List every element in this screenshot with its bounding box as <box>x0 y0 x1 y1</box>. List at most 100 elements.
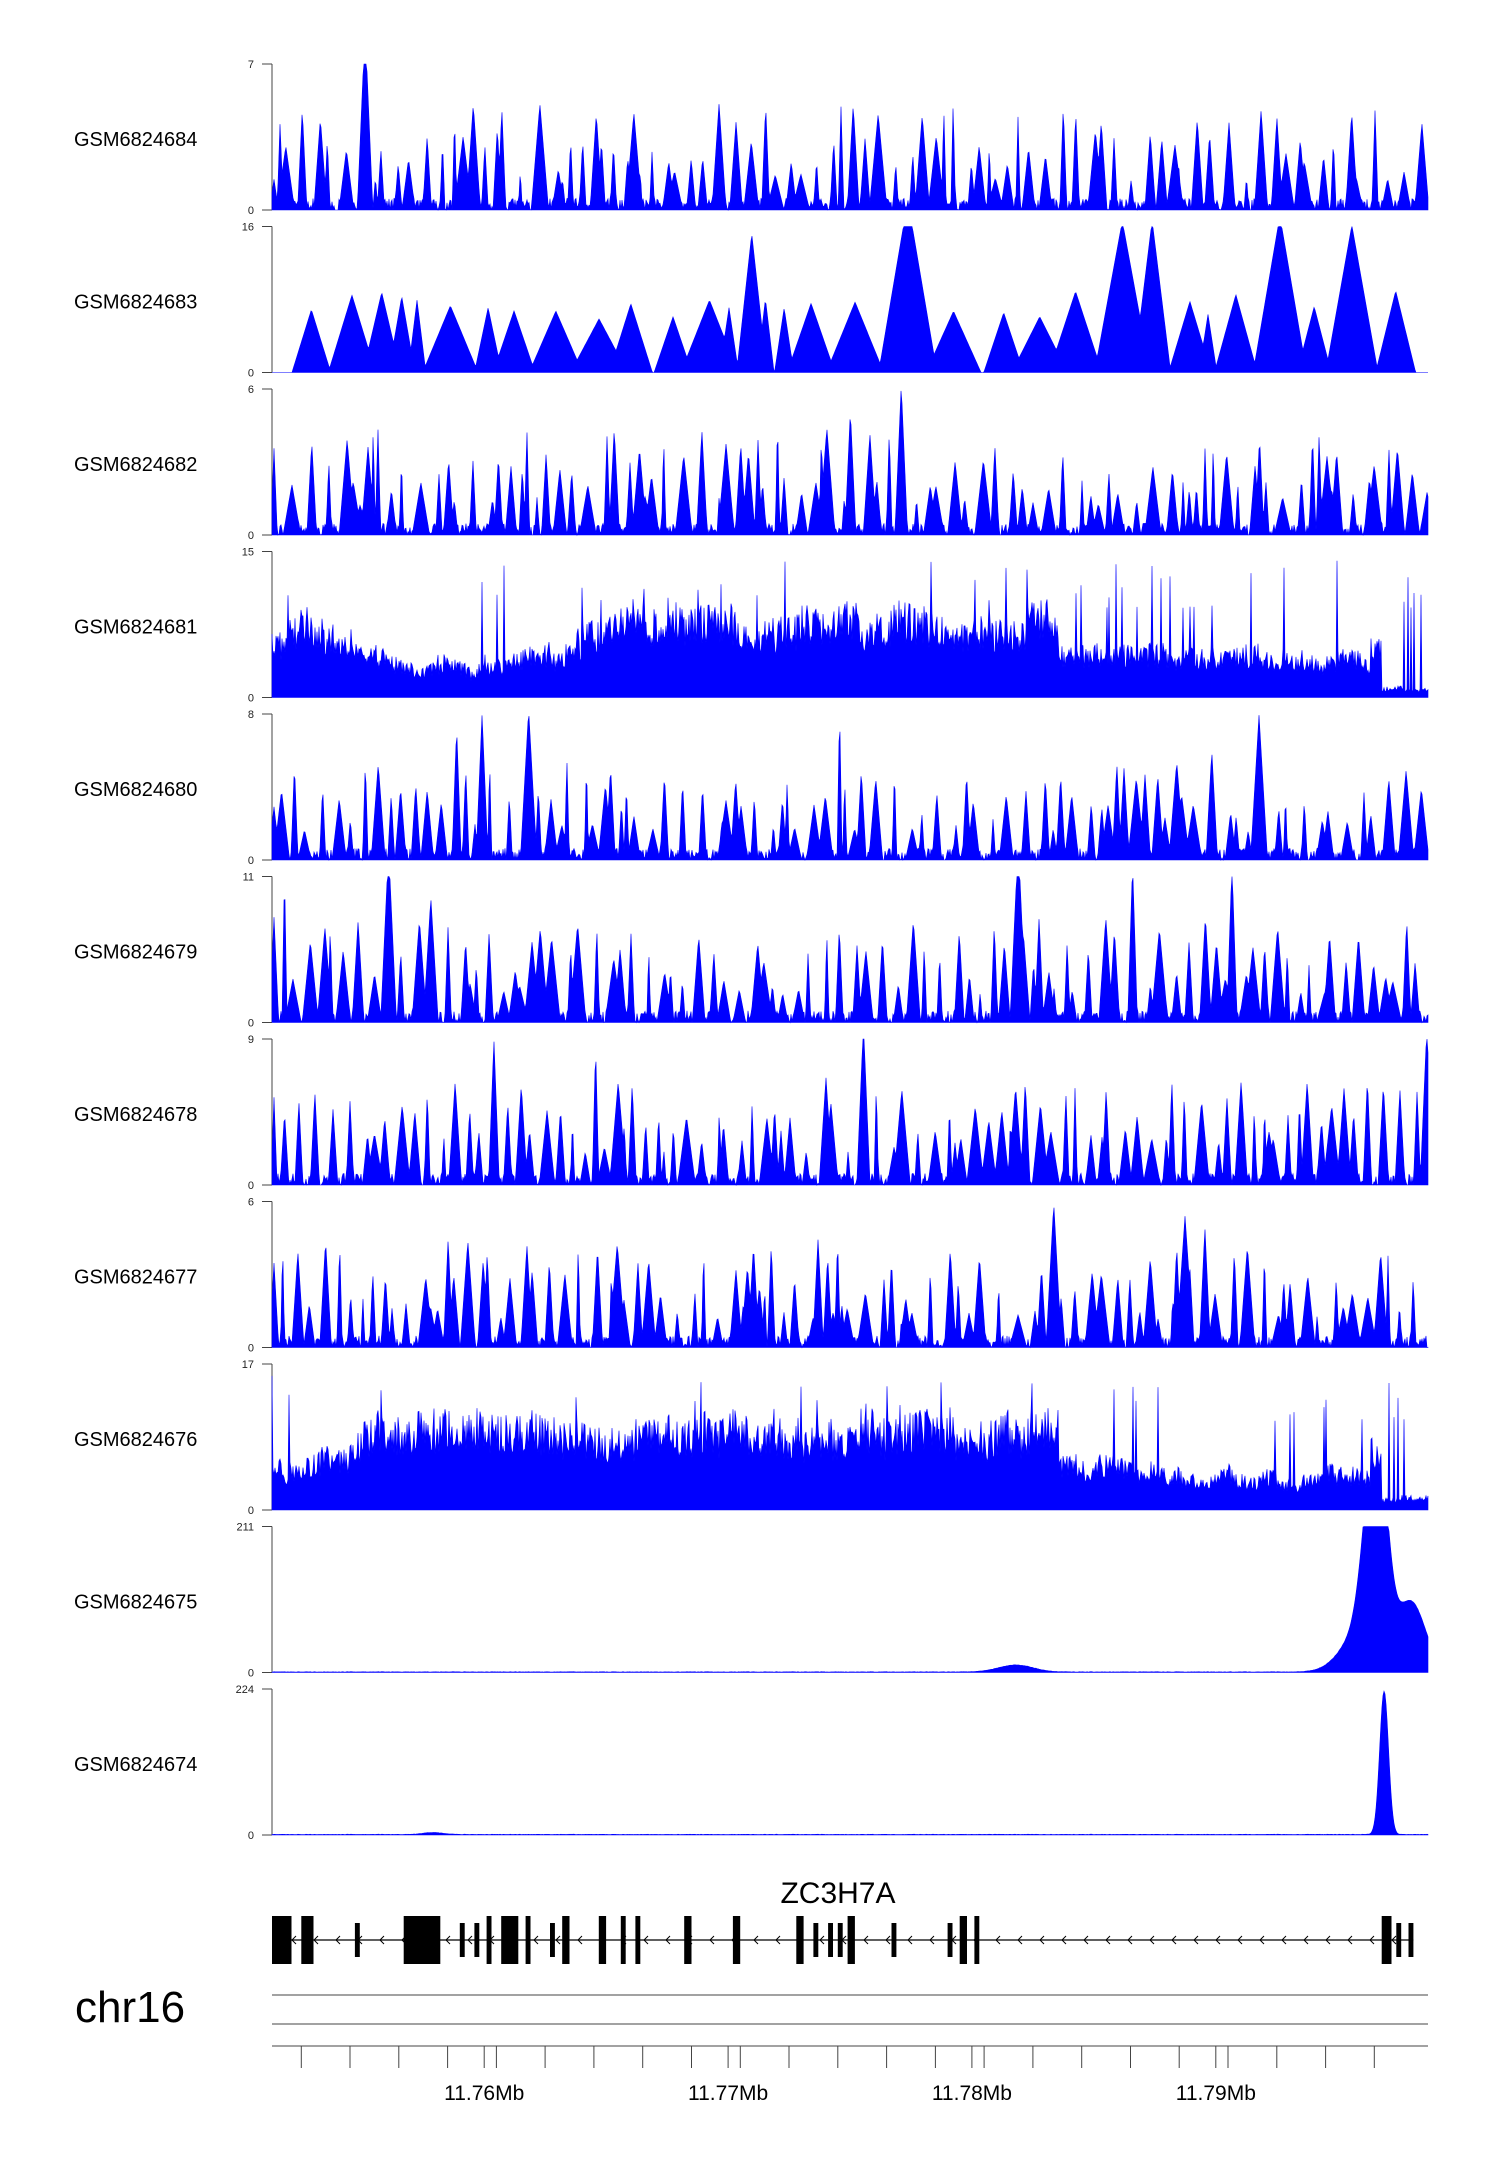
track-label: GSM6824684 <box>74 129 197 151</box>
track-GSM6824677: GSM6824677 6 0 <box>74 1197 1429 1355</box>
strand-arrow <box>753 1935 759 1945</box>
exon <box>847 1916 855 1964</box>
y-max-label: 17 <box>242 1359 254 1371</box>
exon <box>837 1923 843 1957</box>
gene-name-label: ZC3H7A <box>780 1877 895 1910</box>
strand-arrow <box>335 1935 341 1945</box>
strand-arrow <box>1369 1935 1375 1945</box>
y-max-label: 16 <box>242 222 254 234</box>
strand-arrow <box>1017 1935 1023 1945</box>
strand-arrow <box>929 1935 935 1945</box>
strand-arrow <box>467 1935 473 1945</box>
exon <box>1396 1923 1402 1957</box>
track-label: GSM6824675 <box>74 1592 197 1614</box>
strand-arrow <box>643 1935 649 1945</box>
track-label: GSM6824681 <box>74 617 197 639</box>
track-GSM6824678: GSM6824678 9 0 <box>74 1034 1429 1192</box>
x-axis-ticks: 11.76Mb 11.77Mb 11.78Mb 11.79Mb <box>300 2046 1375 2105</box>
exon <box>1408 1923 1414 1957</box>
exon <box>813 1923 819 1957</box>
strand-arrow <box>291 1935 297 1945</box>
exon <box>684 1916 692 1964</box>
y-min-label: 0 <box>248 1180 254 1192</box>
strand-arrow <box>665 1935 671 1945</box>
strand-arrow <box>1061 1935 1067 1945</box>
x-tick-label: 11.76Mb <box>444 2082 524 2105</box>
exon <box>501 1916 519 1964</box>
exon <box>732 1916 741 1964</box>
y-min-label: 0 <box>248 368 254 380</box>
exon <box>550 1923 555 1957</box>
exon <box>562 1916 570 1964</box>
exon <box>620 1916 626 1964</box>
chromosome-label: chr16 <box>75 1983 185 2032</box>
exon <box>1381 1916 1392 1964</box>
track-label: GSM6824679 <box>74 942 197 964</box>
coverage-signal <box>271 560 1429 698</box>
exon <box>474 1923 480 1957</box>
track-label: GSM6824674 <box>74 1754 197 1776</box>
track-label: GSM6824676 <box>74 1429 197 1451</box>
coverage-signal <box>271 1038 1429 1187</box>
y-max-label: 224 <box>236 1684 254 1696</box>
track-label: GSM6824680 <box>74 779 197 801</box>
strand-arrow <box>863 1935 869 1945</box>
strand-arrow <box>1083 1935 1089 1945</box>
gene-track: ZC3H7A <box>272 1877 1414 1964</box>
y-max-label: 6 <box>248 384 254 396</box>
x-tick-label: 11.78Mb <box>932 2082 1012 2105</box>
y-max-label: 15 <box>242 547 254 559</box>
y-min-label: 0 <box>248 530 254 542</box>
exon <box>301 1916 314 1964</box>
track-label: GSM6824678 <box>74 1104 197 1126</box>
x-tick-label: 11.77Mb <box>688 2082 768 2105</box>
strand-arrow <box>1325 1935 1331 1945</box>
strand-arrow <box>819 1935 825 1945</box>
strand-arrow <box>1303 1935 1309 1945</box>
coverage-signal <box>271 1690 1429 1836</box>
exon-blocks <box>272 1916 1414 1964</box>
track-GSM6824674: GSM6824674 224 0 <box>74 1684 1429 1842</box>
strand-arrow <box>379 1935 385 1945</box>
strand-arrow <box>313 1935 319 1945</box>
y-min-label: 0 <box>248 1018 254 1030</box>
y-min-label: 0 <box>248 1505 254 1517</box>
track-GSM6824684: GSM6824684 7 0 <box>74 59 1429 217</box>
coverage-signal <box>271 876 1429 1024</box>
track-GSM6824676: GSM6824676 17 0 <box>74 1359 1429 1517</box>
strand-arrow <box>1105 1935 1111 1945</box>
track-GSM6824681: GSM6824681 15 0 <box>74 547 1429 705</box>
exon <box>974 1916 980 1964</box>
strand-arrow <box>907 1935 913 1945</box>
strand-arrow <box>1259 1935 1265 1945</box>
track-GSM6824680: GSM6824680 8 0 <box>74 709 1429 867</box>
y-max-label: 211 <box>236 1522 254 1534</box>
exon <box>891 1923 897 1957</box>
coverage-signal <box>271 1375 1429 1511</box>
strand-arrow <box>1171 1935 1177 1945</box>
coverage-signal <box>271 390 1429 537</box>
exon <box>598 1916 607 1964</box>
exon <box>403 1916 441 1964</box>
track-label: GSM6824682 <box>74 454 197 476</box>
strand-arrow <box>1281 1935 1287 1945</box>
track-label: GSM6824683 <box>74 292 197 314</box>
strand-arrow <box>445 1935 451 1945</box>
track-GSM6824682: GSM6824682 6 0 <box>74 384 1429 542</box>
y-min-label: 0 <box>248 1343 254 1355</box>
y-min-label: 0 <box>248 1668 254 1680</box>
x-tick-label: 11.79Mb <box>1176 2082 1256 2105</box>
coverage-tracks: GSM682468470GSM6824683160GSM682468260GSM… <box>74 59 1429 1842</box>
track-label: GSM6824677 <box>74 1267 197 1289</box>
strand-arrow <box>533 1935 539 1945</box>
chromosome-axis: chr16 11.76Mb 11.77Mb 11.78Mb 11.79Mb <box>75 1983 1428 2105</box>
coverage-signal <box>271 1526 1429 1673</box>
y-max-label: 8 <box>248 709 254 721</box>
track-GSM6824683: GSM6824683 16 0 <box>74 222 1428 380</box>
strand-arrow <box>709 1935 715 1945</box>
strand-arrow <box>1347 1935 1353 1945</box>
y-min-label: 0 <box>248 1830 254 1842</box>
coverage-signal <box>271 63 1429 212</box>
track-GSM6824675: GSM6824675 211 0 <box>74 1522 1429 1680</box>
